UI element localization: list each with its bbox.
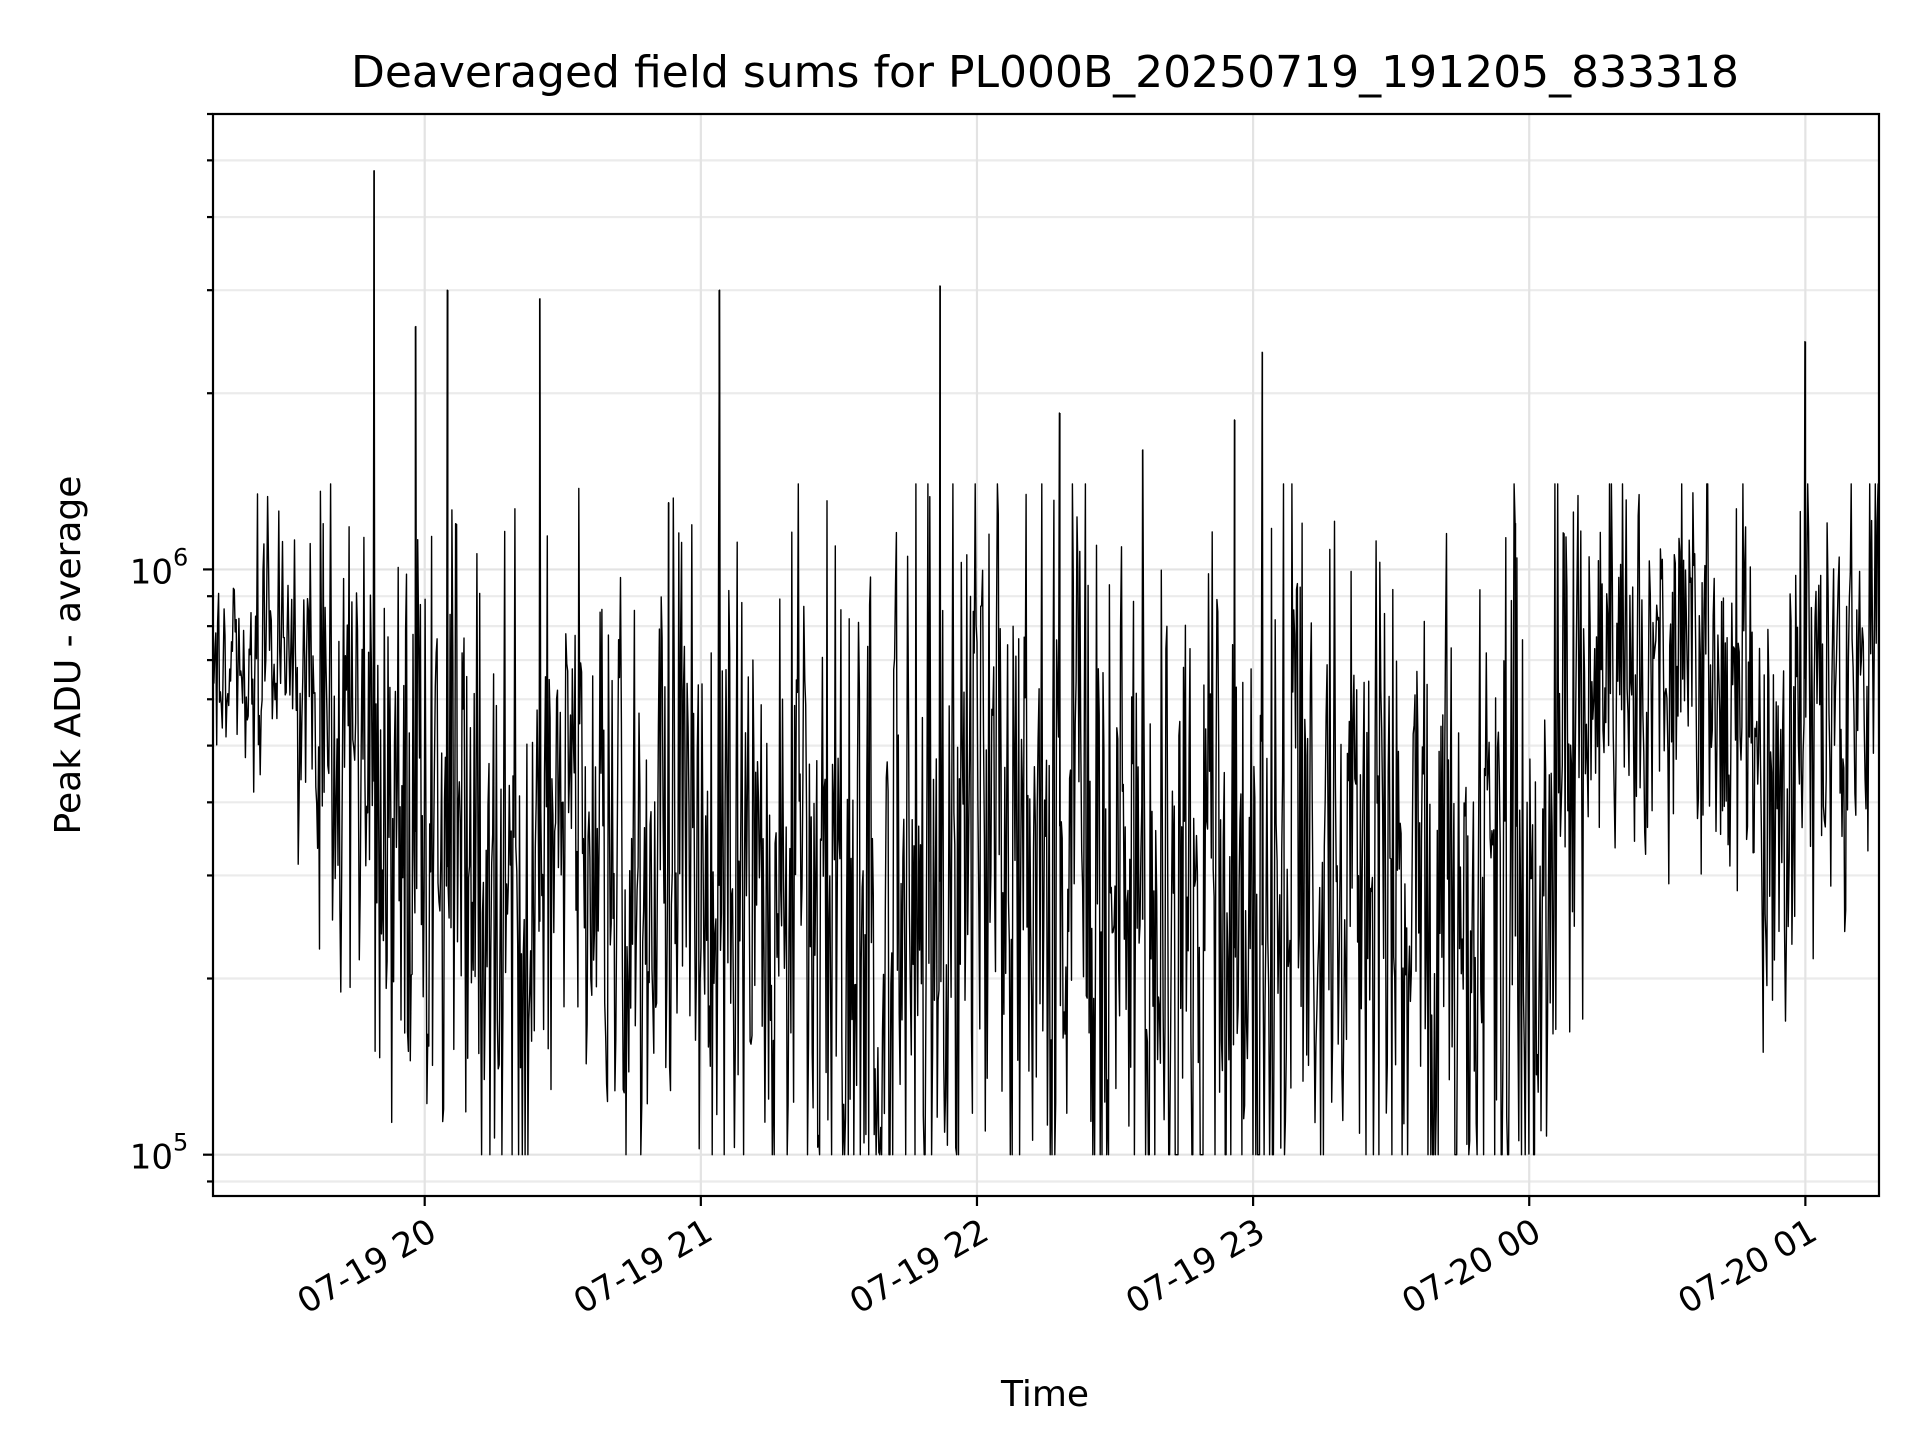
chart-title: Deaveraged field sums for PL000B_2025071… xyxy=(351,47,1739,98)
series-line xyxy=(212,170,1880,1156)
y-axis-label: Peak ADU - average xyxy=(48,476,89,835)
plot-frame xyxy=(211,112,1881,1198)
y-tick-exponent: 6 xyxy=(173,543,188,571)
y-tick-label: 10 xyxy=(130,552,173,592)
y-tick-label: 10 xyxy=(130,1138,173,1178)
y-tick-exponent: 5 xyxy=(173,1129,188,1157)
series-layer xyxy=(212,170,1880,1156)
x-axis-label: Time xyxy=(1000,1374,1089,1415)
